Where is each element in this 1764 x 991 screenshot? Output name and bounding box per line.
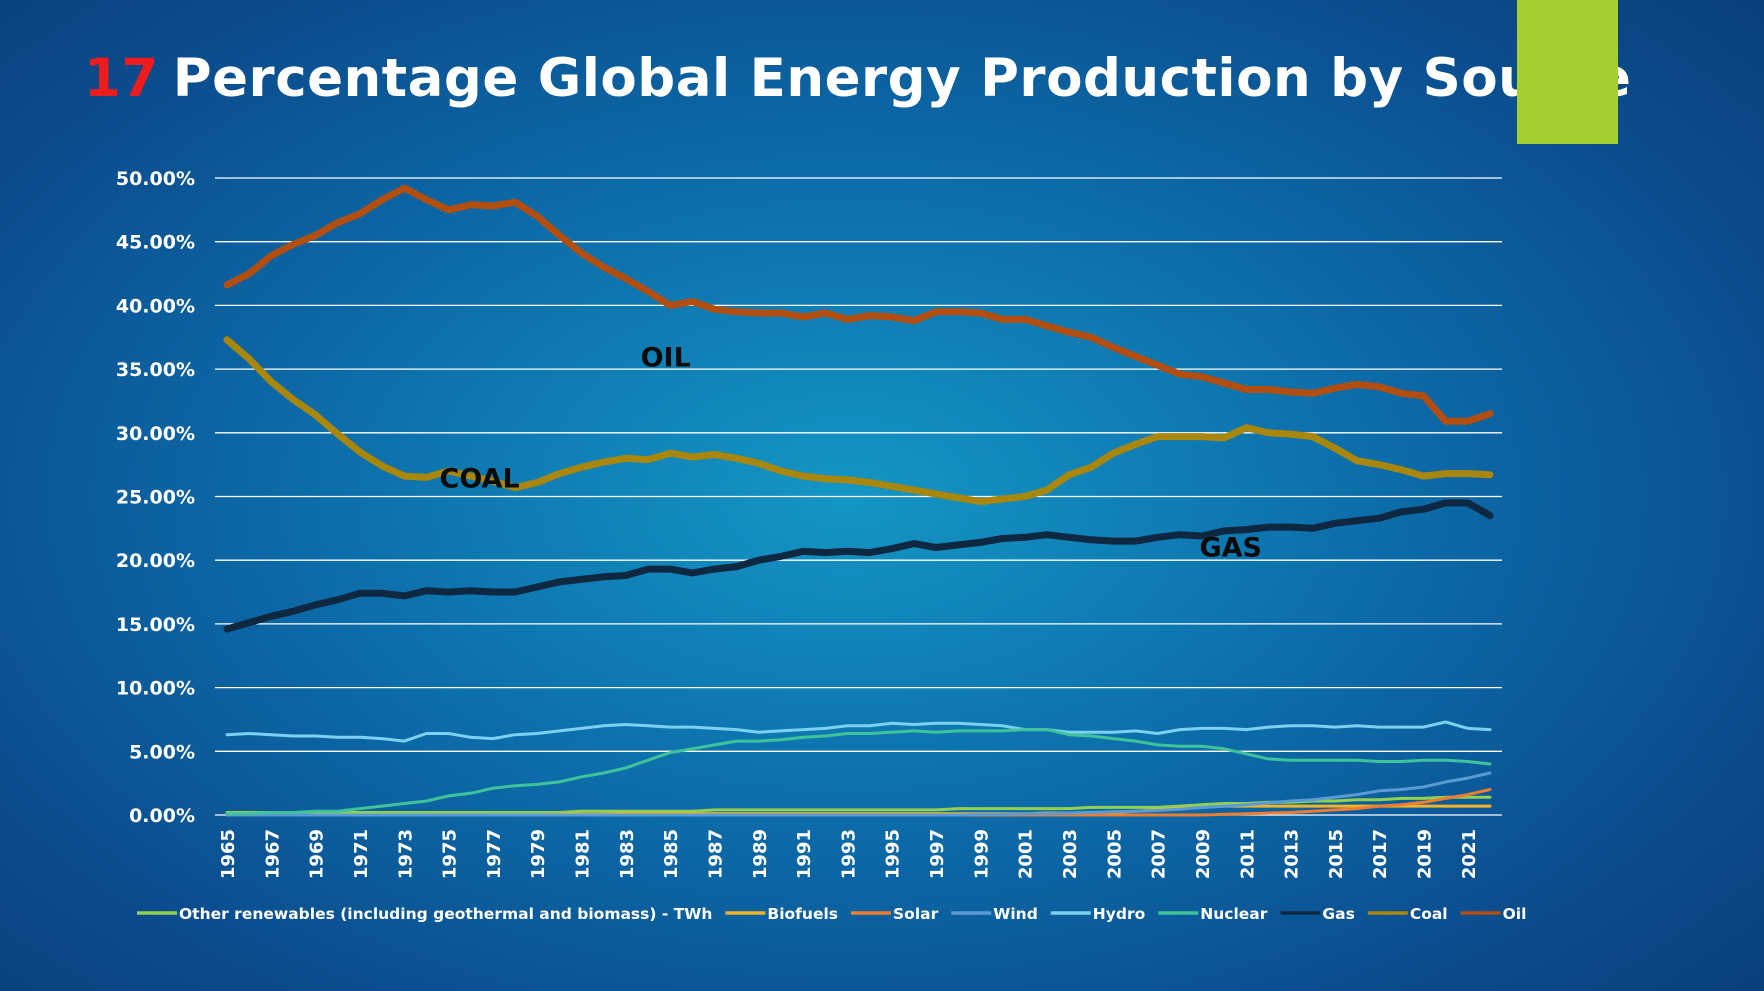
legend-label: Oil bbox=[1503, 905, 1527, 923]
slide-title: 17 Percentage Global Energy Production by… bbox=[84, 48, 1631, 109]
x-tick-label: 2003 bbox=[1060, 829, 1081, 879]
annotation-gas: GAS bbox=[1199, 532, 1262, 563]
x-tick-label: 1981 bbox=[573, 829, 594, 879]
legend-label: Solar bbox=[893, 905, 939, 923]
legend-label: Wind bbox=[993, 905, 1038, 923]
accent-block bbox=[1517, 0, 1618, 144]
legend-item: Nuclear bbox=[1158, 905, 1268, 923]
x-tick-label: 1991 bbox=[794, 829, 815, 879]
x-tick-label: 1971 bbox=[351, 829, 372, 879]
y-tick-label: 35.00% bbox=[116, 359, 195, 381]
legend-item: Oil bbox=[1460, 905, 1527, 923]
x-tick-label: 1987 bbox=[705, 829, 726, 879]
x-tick-label: 1997 bbox=[927, 829, 948, 879]
series-line-gas bbox=[223, 499, 1494, 633]
chart-annotations: OIL COAL GAS bbox=[440, 343, 1262, 564]
x-tick-label: 1999 bbox=[971, 829, 992, 879]
legend-item: Other renewables (including geothermal a… bbox=[137, 905, 712, 923]
legend-label: Coal bbox=[1410, 905, 1448, 923]
legend-item: Gas bbox=[1280, 905, 1355, 923]
x-tick-label: 1975 bbox=[440, 829, 461, 879]
x-tick-label: 1965 bbox=[218, 829, 239, 879]
x-tick-label: 2019 bbox=[1415, 829, 1436, 879]
x-tick-label: 2007 bbox=[1149, 829, 1170, 879]
slide-number: 17 bbox=[84, 48, 159, 109]
legend-label: Biofuels bbox=[767, 905, 838, 923]
y-tick-label: 5.00% bbox=[129, 741, 195, 763]
annotation-coal: COAL bbox=[440, 464, 520, 495]
series-line-hydro bbox=[225, 720, 1492, 743]
legend-label: Hydro bbox=[1093, 905, 1145, 923]
x-tick-label: 1977 bbox=[484, 829, 505, 879]
x-tick-label: 2015 bbox=[1326, 829, 1347, 879]
series-line-coal bbox=[223, 336, 1494, 506]
y-tick-label: 15.00% bbox=[116, 614, 195, 636]
x-tick-label: 1985 bbox=[661, 829, 682, 879]
y-tick-label: 25.00% bbox=[116, 487, 195, 509]
x-tick-label: 2013 bbox=[1282, 829, 1303, 879]
x-tick-label: 1967 bbox=[262, 829, 283, 879]
y-axis-tick-labels: 0.00% 5.00% 10.00% 15.00% 20.00% 25.00% 30.00%… bbox=[116, 168, 195, 827]
y-tick-label: 0.00% bbox=[129, 805, 195, 827]
series-line-wind bbox=[225, 771, 1492, 817]
y-tick-label: 10.00% bbox=[116, 678, 195, 700]
y-tick-label: 40.00% bbox=[116, 295, 195, 317]
chart-legend: Other renewables (including geothermal a… bbox=[137, 905, 1526, 923]
y-tick-label: 20.00% bbox=[116, 550, 195, 572]
legend-label: Nuclear bbox=[1200, 905, 1267, 923]
x-tick-label: 1983 bbox=[617, 829, 638, 879]
y-tick-label: 45.00% bbox=[116, 232, 195, 254]
x-tick-label: 2017 bbox=[1370, 829, 1391, 879]
legend-item: Biofuels bbox=[725, 905, 838, 923]
x-tick-label: 2005 bbox=[1104, 829, 1125, 879]
y-tick-label: 30.00% bbox=[116, 423, 195, 445]
x-tick-label: 1993 bbox=[838, 829, 859, 879]
x-tick-label: 1969 bbox=[307, 829, 328, 879]
gridlines bbox=[215, 177, 1502, 816]
legend-item: Solar bbox=[851, 905, 939, 923]
x-tick-label: 2009 bbox=[1193, 829, 1214, 879]
x-tick-label: 1995 bbox=[883, 829, 904, 879]
x-tick-label: 1979 bbox=[528, 829, 549, 879]
x-tick-label: 1989 bbox=[750, 829, 771, 879]
legend-item: Wind bbox=[951, 905, 1038, 923]
x-tick-label: 1973 bbox=[395, 829, 416, 879]
series-lines bbox=[223, 184, 1494, 817]
series-line-nuclear bbox=[225, 728, 1492, 816]
legend-label: Gas bbox=[1322, 905, 1354, 923]
slide-title-text: Percentage Global Energy Production by S… bbox=[172, 48, 1632, 109]
annotation-oil: OIL bbox=[641, 343, 691, 374]
series-line-oil bbox=[223, 184, 1494, 425]
x-axis-tick-labels: 1965 1967 1969 1971 1973 1975 1977 1979 1981 1983… bbox=[218, 829, 1480, 879]
legend-item: Coal bbox=[1367, 905, 1448, 923]
x-tick-label: 2011 bbox=[1237, 829, 1258, 879]
legend-item: Hydro bbox=[1050, 905, 1145, 923]
x-tick-label: 2001 bbox=[1016, 829, 1037, 879]
legend-label: Other renewables (including geothermal a… bbox=[179, 905, 712, 923]
y-tick-label: 50.00% bbox=[116, 168, 195, 190]
x-tick-label: 2021 bbox=[1459, 829, 1480, 879]
